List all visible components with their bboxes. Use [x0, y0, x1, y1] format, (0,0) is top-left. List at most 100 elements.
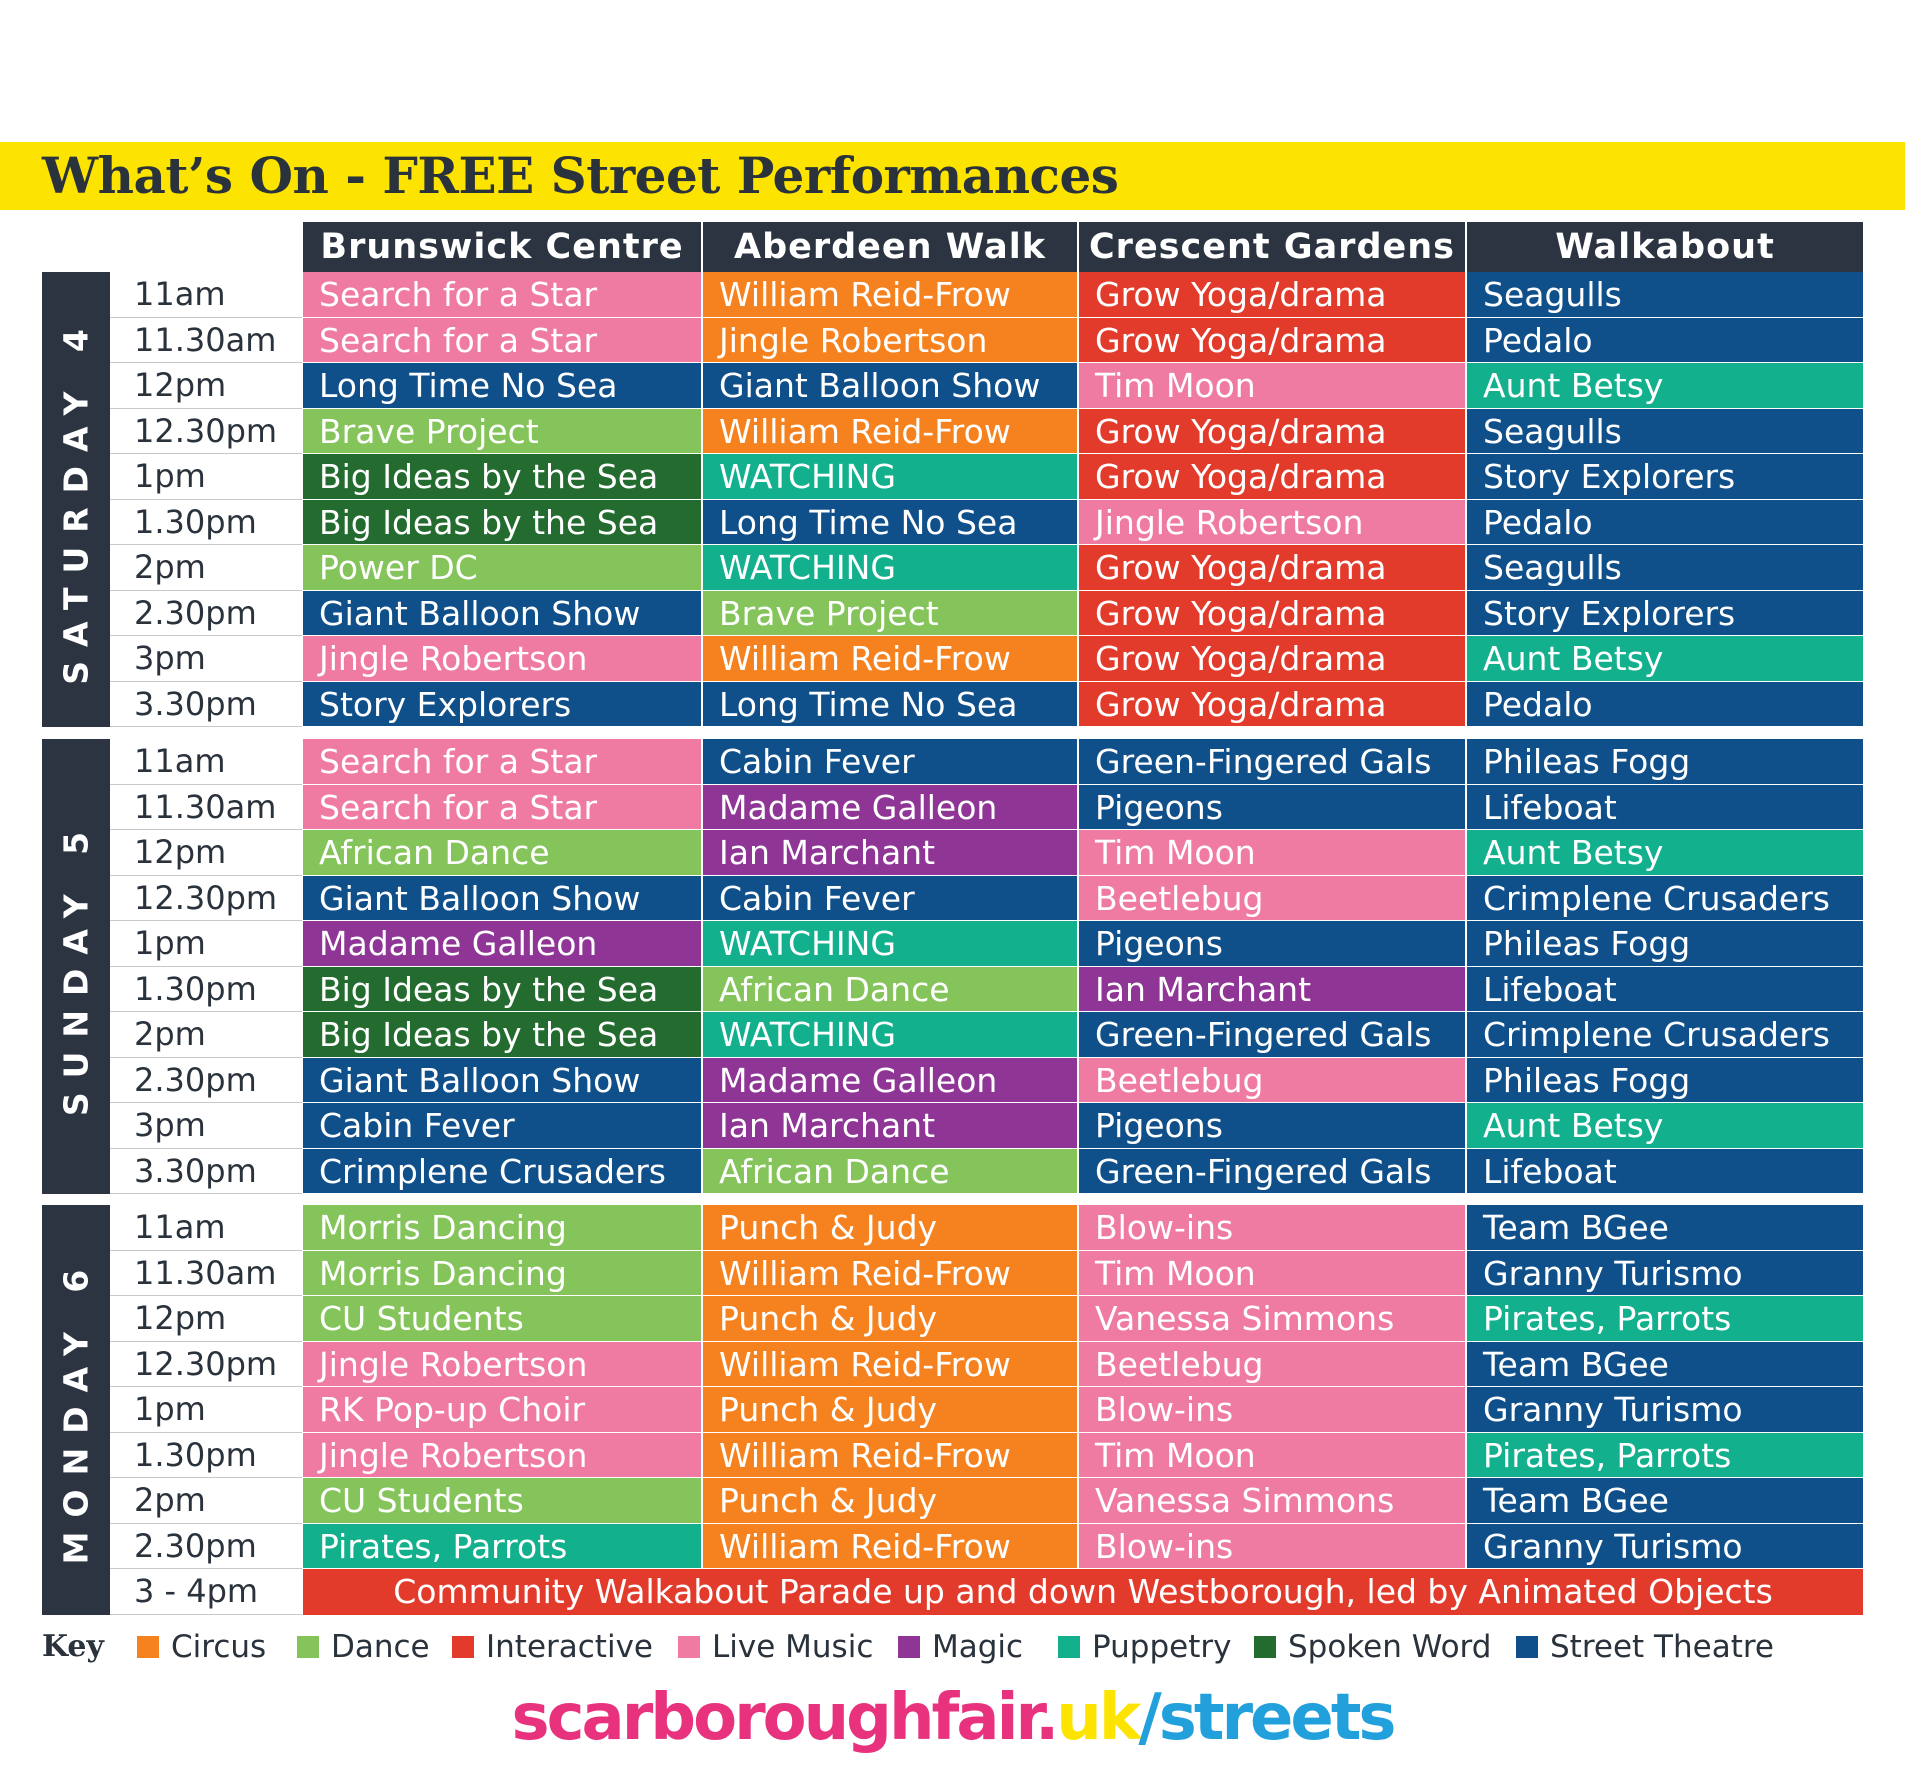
column-header-crescent-gardens: Crescent Gardens [1079, 222, 1465, 272]
title-banner [0, 142, 1905, 210]
time-cell: 1pm [110, 454, 302, 500]
key-item-interactive: Interactive [452, 1625, 653, 1669]
performance-cell: WATCHING [703, 454, 1077, 500]
time-cell: 1pm [110, 921, 302, 967]
performance-cell: Big Ideas by the Sea [303, 499, 701, 545]
site-url[interactable]: scarboroughfair.uk/streets [0, 1678, 1905, 1758]
time-cell: 12pm [110, 830, 302, 876]
performance-cell: Aunt Betsy [1467, 830, 1863, 876]
key-item-magic: Magic [898, 1625, 1023, 1669]
performance-cell: WATCHING [703, 921, 1077, 967]
performance-cell: Team BGee [1467, 1341, 1863, 1387]
performance-cell: Madame Galleon [703, 1057, 1077, 1103]
time-cell: 1.30pm [110, 500, 302, 545]
key-swatch-dance [297, 1635, 319, 1658]
day-label: SUNDAY 5 [42, 739, 110, 1194]
performance-cell: Morris Dancing [303, 1205, 701, 1251]
key-item-live-music: Live Music [678, 1625, 873, 1669]
performance-cell: William Reid-Frow [703, 1250, 1077, 1296]
performance-cell: Grow Yoga/drama [1079, 454, 1465, 500]
day-label-text: SUNDAY 5 [56, 817, 96, 1116]
performance-cell: Pedalo [1467, 681, 1863, 727]
performance-cell: African Dance [703, 1148, 1077, 1194]
performance-cell: Seagulls [1467, 408, 1863, 454]
performance-cell: Grow Yoga/drama [1079, 272, 1465, 318]
performance-cell: Phileas Fogg [1467, 1057, 1863, 1103]
performance-cell: Blow-ins [1079, 1205, 1465, 1251]
time-cell: 3 - 4pm [110, 1569, 302, 1615]
performance-cell: Ian Marchant [703, 830, 1077, 876]
key-item-spoken-word: Spoken Word [1254, 1625, 1491, 1669]
key-label: Street Theatre [1550, 1629, 1774, 1665]
performance-cell: Jingle Robertson [303, 1432, 701, 1478]
performance-cell: Brave Project [303, 408, 701, 454]
time-cell: 2.30pm [110, 1058, 302, 1103]
day-label-text: MONDAY 6 [56, 1255, 96, 1565]
key-label: Dance [331, 1629, 430, 1665]
performance-cell: Vanessa Simmons [1079, 1296, 1465, 1342]
performance-cell: Punch & Judy [703, 1387, 1077, 1433]
performance-cell: Lifeboat [1467, 1148, 1863, 1194]
time-cell: 11am [110, 272, 302, 318]
performance-cell: Giant Balloon Show [703, 363, 1077, 409]
performance-cell: Green-Fingered Gals [1079, 1148, 1465, 1194]
performance-cell: Punch & Judy [703, 1478, 1077, 1524]
time-cell: 1.30pm [110, 1433, 302, 1478]
key-item-street-theatre: Street Theatre [1516, 1625, 1774, 1669]
performance-cell: Long Time No Sea [703, 499, 1077, 545]
performance-cell: Big Ideas by the Sea [303, 1012, 701, 1058]
column-header-aberdeen-walk: Aberdeen Walk [703, 222, 1077, 272]
performance-cell: William Reid-Frow [703, 1432, 1077, 1478]
performance-cell: Cabin Fever [703, 875, 1077, 921]
performance-cell: Aunt Betsy [1467, 1103, 1863, 1149]
parade-banner: Community Walkabout Parade up and down W… [303, 1569, 1863, 1615]
time-cell: 3.30pm [110, 1149, 302, 1194]
performance-cell: Long Time No Sea [703, 681, 1077, 727]
performance-cell: Jingle Robertson [303, 636, 701, 682]
performance-cell: Jingle Robertson [303, 1341, 701, 1387]
performance-cell: Blow-ins [1079, 1387, 1465, 1433]
day-block-saturday-4: SATURDAY 4 11am Search for a Star William R… [42, 272, 1863, 727]
performance-cell: RK Pop-up Choir [303, 1387, 701, 1433]
performance-cell: Pigeons [1079, 784, 1465, 830]
performance-cell: William Reid-Frow [703, 1341, 1077, 1387]
performance-cell: Granny Turismo [1467, 1523, 1863, 1569]
performance-cell: Grow Yoga/drama [1079, 636, 1465, 682]
performance-cell: Crimplene Crusaders [303, 1148, 701, 1194]
time-cell: 12.30pm [110, 409, 302, 454]
performance-cell: Ian Marchant [1079, 966, 1465, 1012]
performance-cell: Search for a Star [303, 317, 701, 363]
performance-cell: Aunt Betsy [1467, 363, 1863, 409]
time-cell: 12pm [110, 1296, 302, 1342]
performance-cell: Search for a Star [303, 739, 701, 785]
performance-cell: Grow Yoga/drama [1079, 545, 1465, 591]
key-label: Interactive [486, 1629, 653, 1665]
performance-cell: Punch & Judy [703, 1205, 1077, 1251]
performance-cell: Long Time No Sea [303, 363, 701, 409]
time-cell: 2.30pm [110, 1524, 302, 1569]
performance-cell: Aunt Betsy [1467, 636, 1863, 682]
day-block-monday-6: MONDAY 6 11am Morris Dancing Punch & Judy Bl… [42, 1205, 1863, 1615]
column-header-walkabout: Walkabout [1467, 222, 1863, 272]
day-label: MONDAY 6 [42, 1205, 110, 1615]
time-cell: 11.30am [110, 785, 302, 830]
performance-cell: Pirates, Parrots [1467, 1296, 1863, 1342]
key-legend: Key Circus Dance Interactive Live Music Magi… [42, 1625, 1882, 1669]
performance-cell: William Reid-Frow [703, 636, 1077, 682]
performance-cell: Phileas Fogg [1467, 921, 1863, 967]
key-swatch-puppetry [1058, 1635, 1080, 1658]
url-part-tld: uk [1056, 1681, 1141, 1755]
performance-cell: Beetlebug [1079, 875, 1465, 921]
time-cell: 11.30am [110, 1251, 302, 1296]
time-cell: 2pm [110, 1478, 302, 1524]
performance-cell: Seagulls [1467, 545, 1863, 591]
url-part-path: /streets [1138, 1681, 1396, 1755]
performance-cell: Punch & Judy [703, 1296, 1077, 1342]
performance-cell: Crimplene Crusaders [1467, 875, 1863, 921]
day-label-text: SATURDAY 4 [56, 314, 96, 685]
performance-cell: Story Explorers [303, 681, 701, 727]
performance-cell: Seagulls [1467, 272, 1863, 318]
performance-cell: Tim Moon [1079, 1432, 1465, 1478]
performance-cell: Grow Yoga/drama [1079, 681, 1465, 727]
url-part-domain: scarboroughfair. [511, 1681, 1060, 1755]
